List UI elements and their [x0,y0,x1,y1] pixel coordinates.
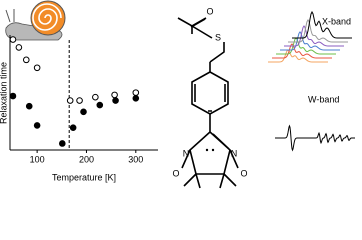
spectra [268,10,355,152]
figure: Relaxation time Temperature [K] 100 200 30… [0,0,355,189]
w-band-trace [275,124,355,152]
data-point [33,122,41,129]
data-point [22,56,30,64]
data-point [69,124,77,131]
data-point [66,97,74,104]
spectrum-trace [280,31,340,51]
data-point [9,36,17,43]
molecule: O S N N O O [172,6,248,189]
data-point [132,94,140,102]
data-point [96,101,104,109]
y-axis-label: Relaxation time [0,62,8,124]
data-point [33,64,41,72]
data-point [92,93,99,101]
atom-label: O [206,6,213,16]
atom-label: N [231,148,238,158]
w-band-label: W-band [308,94,339,104]
spectrum-trace [292,10,352,39]
x-tick-label: 200 [79,154,94,164]
spectrum-trace [272,43,332,59]
x-axis-label: Temperature [K] [52,172,116,182]
atom-label: S [215,32,221,42]
x-tick-label: 100 [30,154,45,164]
data-point [76,97,83,104]
spectrum-trace [288,19,348,43]
data-point [132,89,140,96]
atom-label: O [172,168,179,178]
spectrum-trace [268,49,328,63]
x-band-label: X-band [322,16,351,26]
data-point [15,44,23,51]
atom-label: N [183,148,190,158]
data-point [111,91,118,99]
scatter-plot: Relaxation time Temperature [K] 100 200 30… [0,35,158,182]
data-point [80,108,87,116]
data-point [112,97,119,104]
x-tick-label: 300 [128,154,143,164]
spectrum-trace [276,37,336,55]
spectrum-trace [284,25,344,47]
atom-label: O [240,168,247,178]
snail-icon [5,0,66,41]
data-point [58,140,66,147]
data-point [9,92,17,100]
data-point [25,102,33,110]
